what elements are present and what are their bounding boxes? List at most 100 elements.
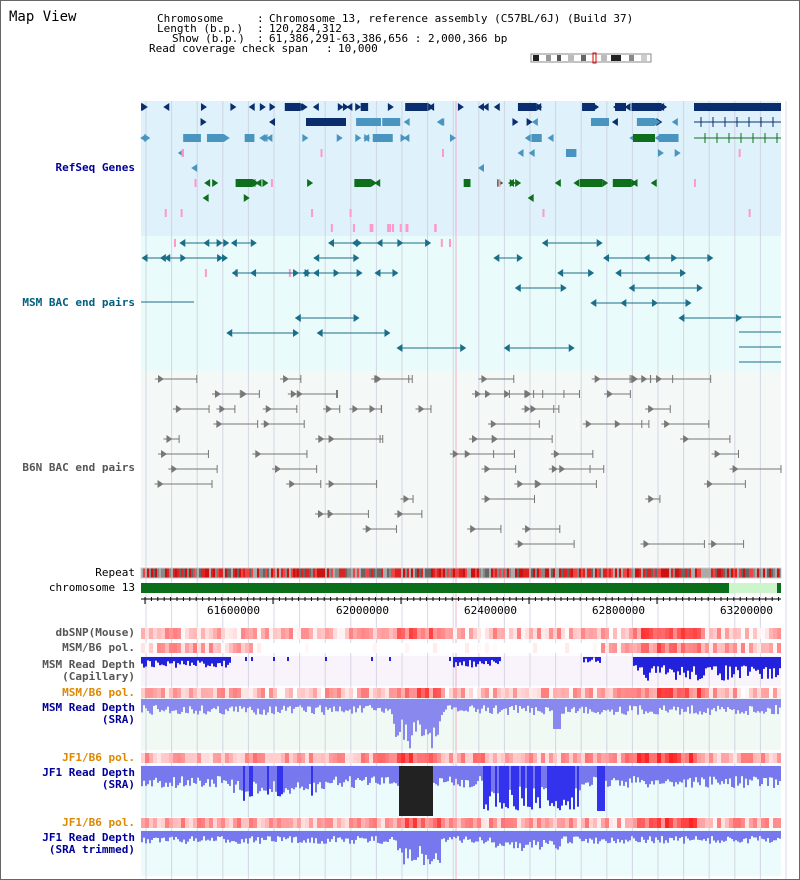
jf1-pol-cell <box>393 818 397 828</box>
msm-sra-bar <box>203 699 205 714</box>
msm-sra-bar <box>369 699 371 706</box>
repeat-element <box>747 568 749 578</box>
msm-capillary-bar <box>671 657 673 670</box>
msm-sra-bar <box>341 699 343 712</box>
bac-end-arrow <box>516 254 523 262</box>
jf1-trimmed-bar <box>319 831 321 844</box>
msm-pol-cell <box>693 688 697 698</box>
jf1-sra-bar <box>579 766 581 791</box>
jf1-pol-cell <box>517 818 521 828</box>
jf1-sra-bar <box>681 766 683 783</box>
msm-sra-bar <box>339 699 341 707</box>
jf1-trimmed-bar <box>449 831 451 838</box>
jf1-pol-cell <box>385 818 389 828</box>
jf1-trimmed-bar <box>351 831 353 841</box>
msm-pol-cell <box>629 688 633 698</box>
msm-sra-bar <box>765 699 767 712</box>
jf1-trimmed-bar <box>281 831 283 842</box>
gene-arrow <box>386 134 393 142</box>
pink-feature <box>330 224 333 232</box>
dbsnp-cell <box>553 628 557 639</box>
repeat-element <box>357 568 359 578</box>
msm-capillary-bar <box>181 657 183 661</box>
repeat-element <box>217 568 219 578</box>
msm-pol-cell <box>141 688 145 698</box>
repeat-element <box>725 568 727 578</box>
msm-pol-cell <box>777 643 781 653</box>
msm-sra-bar <box>371 699 373 708</box>
jf1-sra-bar <box>757 766 759 780</box>
jf1-sra-bar <box>729 766 731 779</box>
jf1-trimmed-bar <box>265 831 267 840</box>
repeat-element <box>653 568 655 578</box>
dbsnp-cell <box>441 628 445 639</box>
gene-arrow <box>624 103 631 111</box>
jf1-trimmed-bar <box>355 831 357 840</box>
gene-arrow <box>212 179 219 187</box>
jf1-trimmed-bar <box>549 831 551 841</box>
msm-sra-bar <box>497 699 499 714</box>
msm-sra-bar <box>467 699 469 712</box>
msm-pol-cell <box>553 643 557 653</box>
msm-sra-bar <box>457 699 459 712</box>
jf1-trimmed-bar <box>365 831 367 839</box>
repeat-element <box>369 568 371 578</box>
msm-pol-cell <box>185 688 189 698</box>
jf1-trimmed-bar <box>629 831 631 841</box>
repeat-element <box>495 568 497 578</box>
dbsnp-cell <box>201 628 205 639</box>
gene-arrow <box>651 118 658 126</box>
jf1-sra-bar <box>533 766 535 789</box>
gene-block <box>354 179 371 187</box>
gene-arrow <box>611 118 618 126</box>
dbsnp-cell <box>769 628 773 639</box>
gene-block <box>658 134 679 142</box>
jf1-trimmed-bar <box>521 831 523 851</box>
jf1-pol-cell <box>173 818 177 828</box>
dbsnp-cell <box>705 628 709 639</box>
msm-pol-cell <box>721 643 725 653</box>
repeat-element <box>227 568 229 578</box>
msm-sra-bar <box>383 699 385 713</box>
repeat-element <box>405 568 407 578</box>
msm-sra-bar <box>527 699 529 706</box>
msm-sra-bar <box>763 699 765 714</box>
msm-pol-cell <box>541 643 545 653</box>
jf1-sra-bar <box>169 766 171 783</box>
msm-sra-bar <box>701 699 703 715</box>
jf1-trimmed-bar <box>297 831 299 843</box>
gene-block <box>579 179 603 187</box>
dbsnp-cell <box>169 628 173 639</box>
msm-capillary-bar <box>763 657 765 669</box>
dbsnp-cell <box>165 628 169 639</box>
jf1-sra-bar <box>667 766 669 780</box>
msm-capillary-bar <box>169 657 171 664</box>
bac-end-arrow <box>678 314 685 322</box>
jf1-pol-cell <box>333 753 337 763</box>
gene-arrow <box>517 149 524 157</box>
jf1-sra-bar <box>231 766 233 780</box>
jf1-sra-bar <box>673 766 675 787</box>
msm-sra-bar <box>751 699 753 707</box>
repeat-element <box>563 568 565 578</box>
dbsnp-cell <box>333 628 337 639</box>
ideogram-band <box>581 55 586 61</box>
jf1-sra-bar <box>693 766 695 782</box>
jf1-sra-bar <box>347 766 349 782</box>
jf1-sra-bar <box>321 766 323 789</box>
jf1-pol-cell <box>653 818 657 828</box>
msm-pol-cell <box>445 688 449 698</box>
msm-sra-bar <box>207 699 209 712</box>
repeat-element <box>705 568 707 578</box>
jf1-trimmed-bar <box>743 831 745 839</box>
jf1-sra-bar <box>481 766 483 781</box>
jf1-trimmed-bar <box>389 831 391 840</box>
jf1-pol-cell <box>561 753 565 763</box>
dbsnp-cell <box>657 628 661 639</box>
pink-feature <box>204 269 207 277</box>
gene-block <box>591 118 609 126</box>
gene-arrow <box>362 103 369 111</box>
jf1-trimmed-bar <box>435 831 437 854</box>
jf1-trimmed-bar <box>685 831 687 837</box>
